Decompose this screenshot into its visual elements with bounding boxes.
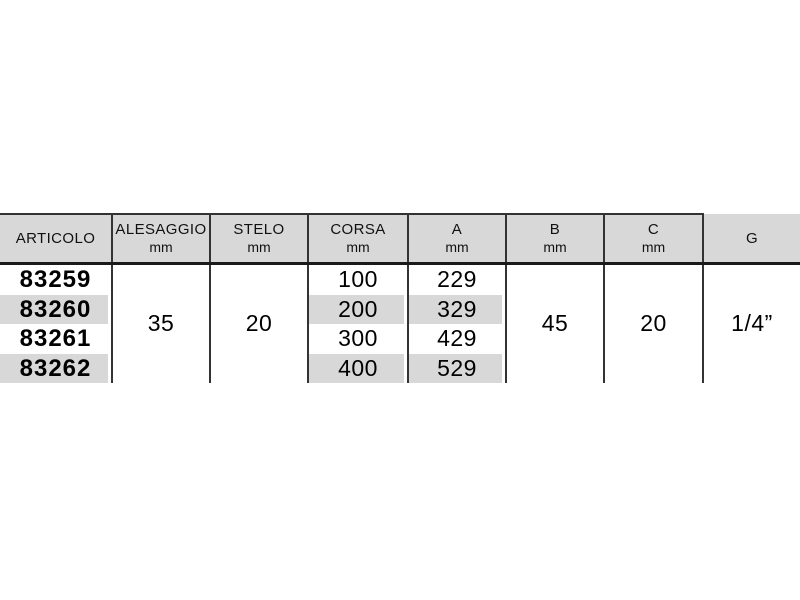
- table-row: 83261 300 429: [0, 324, 800, 354]
- header-cell-articolo: ARTICOLO: [0, 213, 112, 265]
- a-column-unit: mm: [445, 239, 469, 255]
- a-column-label: A: [451, 221, 463, 238]
- header-cell-b: B mm: [505, 213, 604, 265]
- header-cell-g: G: [702, 214, 800, 265]
- header-cell-c: C mm: [603, 213, 703, 265]
- b-column-unit: mm: [543, 239, 567, 255]
- c-merged-cell: 20: [603, 263, 703, 383]
- stelo-merged-cell: 20: [209, 263, 308, 383]
- table-row: 83262 400 529: [0, 353, 800, 383]
- header-cell-a: A mm: [407, 213, 506, 265]
- alesaggio-merged-cell: 35: [111, 263, 210, 383]
- articolo-cell: 83260: [0, 294, 112, 324]
- alesaggio-column-label: ALESAGGIO: [115, 221, 207, 238]
- articolo-cell: 83262: [0, 353, 112, 383]
- articolo-column-label: ARTICOLO: [15, 229, 96, 247]
- corsa-column-label: CORSA: [330, 221, 386, 238]
- corsa-cell: 300: [307, 324, 408, 354]
- corsa-cell: 200: [307, 294, 408, 324]
- b-column-label: B: [549, 221, 561, 238]
- c-column-unit: mm: [641, 239, 666, 255]
- a-cell: 229: [407, 263, 506, 295]
- header-cell-stelo: STELO mm: [209, 213, 308, 265]
- header-cell-alesaggio: ALESAGGIO mm: [111, 213, 210, 265]
- a-cell: 429: [407, 324, 506, 354]
- stelo-column-label: STELO: [233, 221, 285, 238]
- a-cell: 329: [407, 294, 506, 324]
- table-row: 83260 200 329: [0, 294, 800, 324]
- c-column-label: C: [647, 221, 660, 238]
- corsa-cell: 100: [307, 263, 408, 295]
- a-cell: 529: [407, 353, 506, 383]
- header-row: ARTICOLO ALESAGGIO mm STELO mm CORSA mm …: [0, 213, 800, 265]
- table-row: 83259 35 20 100 229 45 20 1/4”: [0, 263, 800, 383]
- spec-table: ARTICOLO ALESAGGIO mm STELO mm CORSA mm …: [0, 213, 800, 383]
- stelo-column-unit: mm: [247, 239, 271, 255]
- corsa-cell: 400: [307, 353, 408, 383]
- articolo-cell: 83259: [0, 263, 112, 295]
- alesaggio-column-unit: mm: [149, 239, 173, 255]
- b-merged-cell: 45: [505, 263, 604, 383]
- g-column-label: G: [745, 229, 759, 247]
- header-cell-corsa: CORSA mm: [307, 213, 408, 265]
- g-merged-cell: 1/4”: [702, 263, 800, 383]
- articolo-cell: 83261: [0, 324, 112, 354]
- corsa-column-unit: mm: [346, 239, 370, 255]
